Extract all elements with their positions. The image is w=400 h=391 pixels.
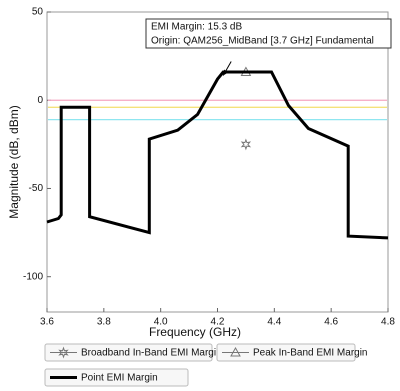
x-tick-label: 3.8 [97, 317, 111, 328]
x-tick-label: 4.8 [381, 317, 395, 328]
x-tick-label: 3.6 [40, 317, 54, 328]
legend-box [216, 343, 356, 362]
triangle-marker [230, 346, 241, 357]
legend-box [44, 343, 213, 362]
y-tick-label: -100 [23, 271, 43, 282]
y-tick-label: 0 [37, 95, 43, 106]
series-line [46, 70, 389, 240]
y-tick-label: -50 [29, 183, 44, 194]
legend-item[interactable]: Peak In-Band EMI Margin [216, 343, 368, 362]
annotation-arrowhead [223, 69, 229, 76]
legend-label: Point EMI Margin [81, 373, 158, 384]
annotation-text: EMI Margin: 15.3 dB [151, 22, 242, 33]
y-axis-label: Magnitude (dB, dBm) [7, 105, 21, 218]
legend-label: Peak In-Band EMI Margin [253, 348, 368, 359]
legend-label: Broadband In-Band EMI Margin [81, 348, 222, 359]
x-tick-label: 4.0 [154, 317, 168, 328]
star-marker [58, 346, 69, 359]
x-tick-label: 4.2 [211, 317, 225, 328]
x-tick-label: 4.6 [324, 317, 338, 328]
annotation-box [145, 18, 392, 49]
legend-item[interactable]: Broadband In-Band EMI Margin [44, 343, 222, 362]
star-marker [240, 138, 252, 151]
legend-box [44, 368, 189, 387]
annotation-text: Origin: QAM256_MidBand [3.7 GHz] Fundame… [151, 36, 374, 47]
plot-area [46, 11, 389, 313]
legend-item[interactable]: Point EMI Margin [44, 368, 189, 387]
x-tick-label: 4.4 [267, 317, 281, 328]
y-tick-label: 50 [32, 7, 44, 18]
x-axis-label: Frequency (GHz) [149, 325, 241, 339]
